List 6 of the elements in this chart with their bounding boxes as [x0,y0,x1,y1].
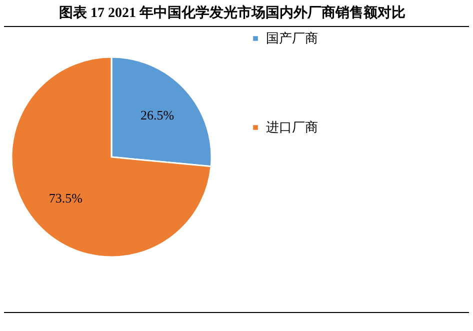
pie-slice [10,56,212,258]
data-label: 26.5% [140,107,174,122]
chart-title: 图表 17 2021 年中国化学发光市场国内外厂商销售额对比 [4,0,469,27]
data-label: 73.5% [48,190,83,206]
legend-label: 进口厂商 [266,120,318,134]
legend-label: 国产厂商 [266,30,318,46]
